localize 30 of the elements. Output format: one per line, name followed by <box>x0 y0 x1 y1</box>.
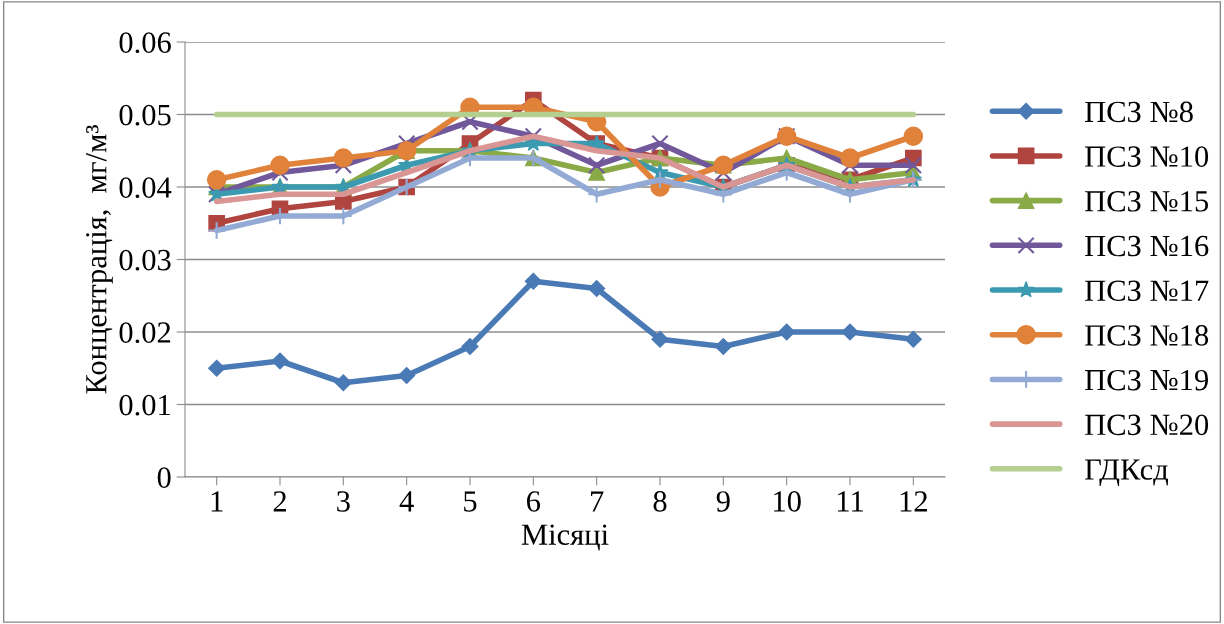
legend-label: ПСЗ №19 <box>1085 369 1209 391</box>
x-tick-label: 5 <box>464 491 477 512</box>
legend-label: ПСЗ №10 <box>1085 146 1209 167</box>
y-tick-label: 0.01 <box>119 394 170 416</box>
legend-label: ПСЗ №16 <box>1085 235 1209 257</box>
y-tick-label: 0.04 <box>119 177 172 199</box>
x-axis-title: Місяці <box>521 524 609 551</box>
y-tick-label: 0.03 <box>119 249 171 271</box>
legend-label: ГДКсд <box>1085 459 1169 487</box>
x-tick-label: 4 <box>399 491 414 512</box>
legend-label: ПСЗ №15 <box>1085 191 1209 212</box>
x-tick-label: 2 <box>273 491 286 512</box>
x-tick-label: 6 <box>527 491 541 512</box>
legend-label: ПСЗ №20 <box>1085 414 1209 436</box>
x-tick-label: 12 <box>900 491 927 512</box>
x-tick-label: 7 <box>591 491 604 512</box>
y-axis-title: Концентрація, мг/м³ <box>86 125 113 394</box>
x-tick-label: 10 <box>774 491 801 512</box>
x-tick-label: 11 <box>837 491 863 512</box>
legend-label: ПСЗ №18 <box>1085 325 1209 346</box>
x-tick-label: 8 <box>653 491 667 512</box>
x-tick-label: 9 <box>716 491 730 512</box>
legend-label: ПСЗ №17 <box>1085 280 1209 302</box>
y-tick-label: 0.02 <box>119 322 171 344</box>
y-tick-label: 0.05 <box>119 104 171 126</box>
y-tick-label: 0 <box>157 467 171 488</box>
x-tick-label: 1 <box>211 491 223 512</box>
x-tick-label: 3 <box>337 491 350 512</box>
legend-label: ПСЗ №8 <box>1085 101 1193 123</box>
y-tick-label: 0.06 <box>119 32 171 54</box>
